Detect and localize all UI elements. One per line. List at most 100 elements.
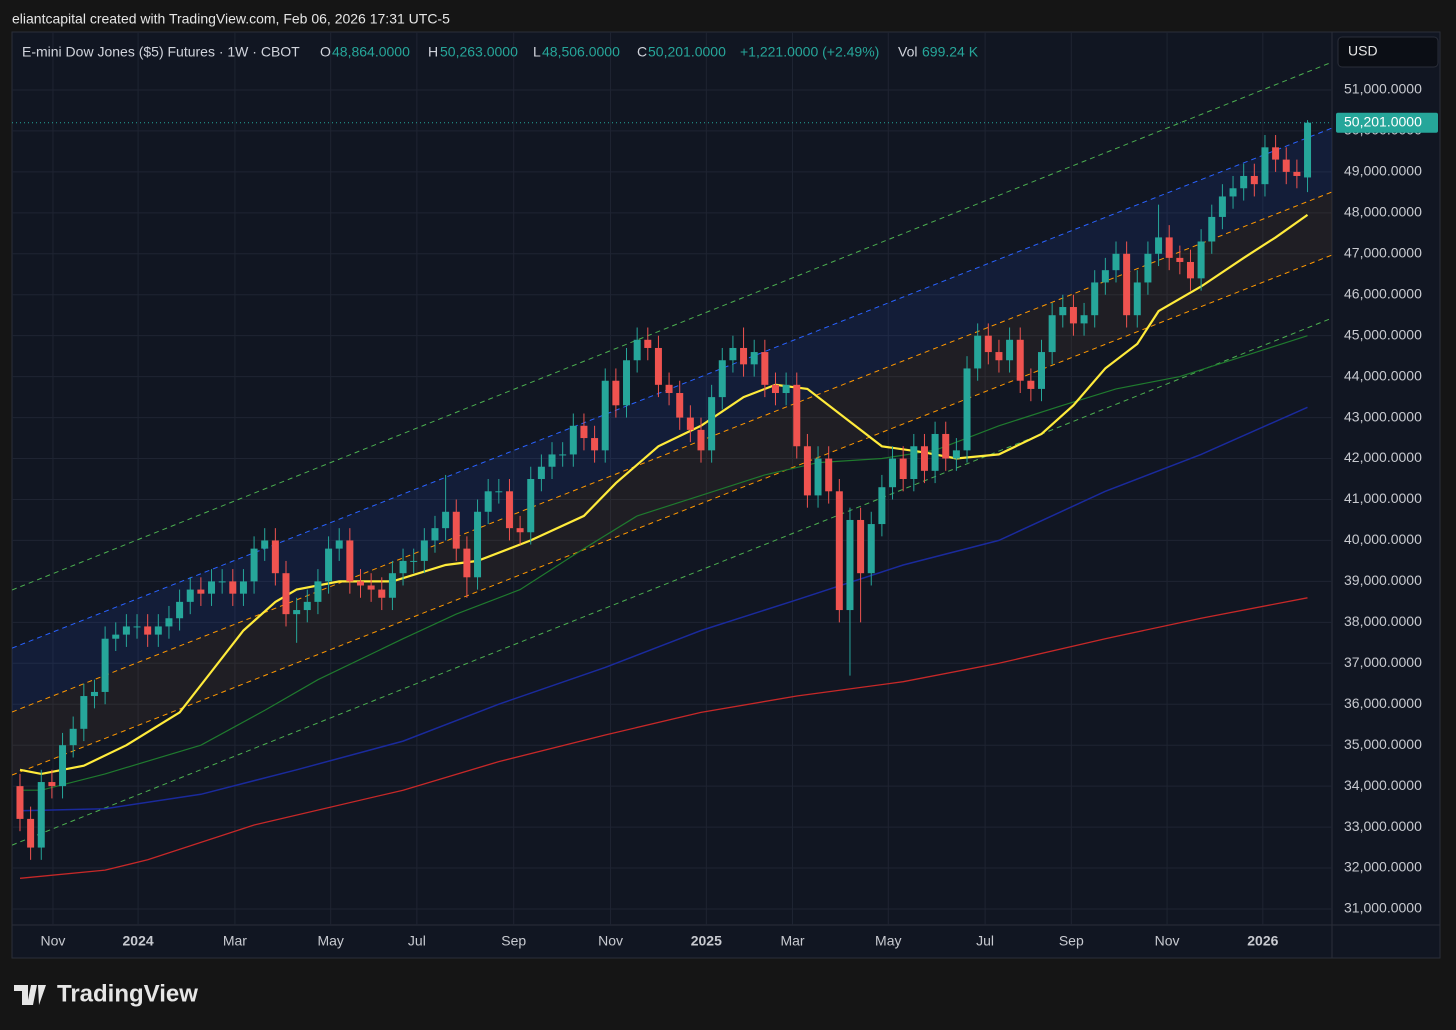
candle-body: [740, 347, 748, 365]
y-tick-label: 33,000.0000: [1344, 818, 1422, 834]
channel-band: [12, 128, 1332, 713]
close-value: 50,201.0000: [648, 44, 726, 60]
candle-body: [644, 339, 652, 348]
candle-body: [1144, 253, 1152, 283]
candle-body: [665, 384, 673, 394]
candle-body: [69, 728, 77, 746]
x-tick-label: Nov: [41, 933, 66, 949]
x-tick-label: Nov: [598, 933, 623, 949]
candle-body: [1240, 175, 1248, 189]
legend: E-mini Dow Jones ($5) Futures · 1W · CBO…: [22, 44, 979, 60]
candle-body: [825, 458, 833, 492]
x-tick-label: 2026: [1247, 933, 1278, 949]
candle-body: [1176, 257, 1184, 262]
candle-body: [314, 581, 322, 602]
candle-body: [782, 384, 790, 394]
x-tick-label: Jul: [408, 933, 426, 949]
y-tick-label: 36,000.0000: [1344, 695, 1422, 711]
candle-body: [654, 347, 662, 385]
candle-body: [867, 524, 875, 574]
y-tick-label: 34,000.0000: [1344, 777, 1422, 793]
candle-body: [1229, 188, 1237, 197]
plot: [12, 61, 1332, 879]
candle-body: [80, 696, 88, 729]
y-tick-label: 49,000.0000: [1344, 163, 1422, 179]
channel-line: [12, 317, 1332, 846]
candle-body: [1123, 253, 1131, 316]
channel-line: [12, 254, 1332, 776]
y-tick-label: 38,000.0000: [1344, 613, 1422, 629]
candle-body: [878, 487, 886, 525]
open-label: O: [320, 44, 331, 60]
volume-label: Vol: [898, 44, 917, 60]
moving-average: [19, 406, 1308, 812]
candle-body: [814, 458, 822, 496]
candle-body: [1112, 253, 1120, 271]
candle-body: [16, 786, 24, 819]
candle-body: [1006, 339, 1014, 361]
candle-body: [1186, 261, 1194, 279]
brand: TradingView: [14, 980, 198, 1007]
last-price-box: [1336, 112, 1438, 133]
candle-body: [1218, 196, 1226, 217]
channel-line: [12, 61, 1332, 591]
candle-body: [1038, 352, 1046, 389]
candle-body: [1261, 147, 1269, 185]
candle-body: [431, 528, 439, 541]
x-tick-label: Sep: [1059, 933, 1084, 949]
last-price-label: 50,201.0000: [1344, 113, 1422, 129]
candle-body: [271, 540, 279, 574]
candle-body: [335, 540, 343, 549]
low-label: L: [533, 44, 541, 60]
candle-body: [1165, 237, 1173, 258]
candle-body: [580, 425, 588, 439]
candle-body: [750, 352, 758, 365]
candle-body: [176, 601, 184, 619]
candle-body: [1048, 315, 1056, 353]
candle-body: [388, 573, 396, 598]
candle-body: [623, 360, 631, 406]
channel-band: [12, 191, 1332, 776]
high-label: H: [428, 44, 438, 60]
candle-body: [378, 589, 386, 598]
volume-value: 699.24 K: [922, 44, 979, 60]
candle-body: [442, 511, 450, 529]
candle-body: [229, 581, 237, 594]
instrument: E-mini Dow Jones ($5) Futures · 1W · CBO…: [22, 44, 300, 60]
y-tick-label: 40,000.0000: [1344, 531, 1422, 547]
candle-body: [559, 454, 567, 456]
y-tick-label: 51,000.0000: [1344, 81, 1422, 97]
candle-body: [165, 618, 173, 627]
moving-average: [19, 597, 1308, 879]
candle-body: [516, 528, 524, 533]
currency[interactable]: USD: [1348, 43, 1378, 59]
close-label: C: [637, 44, 647, 60]
candle-body: [1250, 175, 1258, 185]
y-tick-label: 32,000.0000: [1344, 859, 1422, 875]
candle-body: [239, 581, 247, 594]
candle-body: [612, 380, 620, 406]
y-tick-label: 39,000.0000: [1344, 572, 1422, 588]
y-tick-label: 31,000.0000: [1344, 900, 1422, 916]
candle-body: [889, 458, 897, 488]
candle-body: [37, 782, 45, 848]
x-tick-label: Mar: [223, 933, 247, 949]
candle-body: [633, 339, 641, 361]
brand-name: TradingView: [57, 980, 198, 1007]
candle-body: [463, 548, 471, 578]
candle-body: [1272, 147, 1280, 160]
candle-body: [803, 446, 811, 496]
candle-body: [1197, 241, 1205, 279]
candle-body: [984, 335, 992, 353]
candle-body: [920, 446, 928, 471]
candle-body: [48, 782, 56, 787]
candle-body: [537, 466, 545, 480]
channel-line: [12, 127, 1332, 649]
candle-body: [410, 560, 418, 562]
candle-body: [995, 352, 1003, 361]
candle-body: [729, 347, 737, 361]
currency-box[interactable]: [1337, 36, 1439, 68]
candle-body: [601, 380, 609, 451]
